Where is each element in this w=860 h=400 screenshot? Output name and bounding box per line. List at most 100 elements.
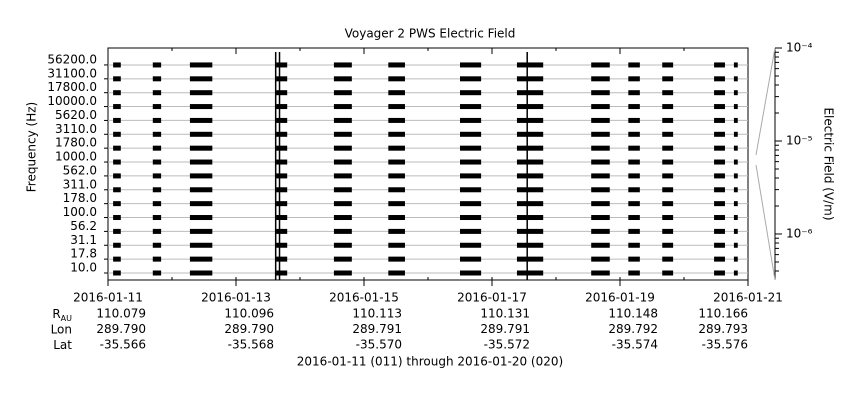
data-block: [591, 76, 610, 82]
data-block: [662, 117, 674, 123]
data-block: [460, 117, 482, 123]
ephemeris-value: -35.568: [228, 338, 274, 352]
data-block: [189, 131, 213, 137]
data-block: [388, 228, 405, 234]
ephemeris-value: 289.790: [224, 322, 274, 336]
key-connector: [755, 164, 776, 281]
y-tick-label: 1000.0: [55, 150, 97, 164]
data-block: [662, 131, 674, 137]
data-block: [628, 131, 640, 137]
data-block: [333, 270, 352, 276]
data-block: [733, 76, 738, 82]
data-block: [152, 270, 162, 276]
data-block: [113, 187, 121, 193]
data-block: [714, 270, 725, 276]
data-block: [714, 90, 725, 96]
data-block: [714, 62, 725, 68]
data-block: [460, 173, 482, 179]
data-block: [591, 270, 610, 276]
data-block: [152, 131, 162, 137]
y-axis-label: Frequency (Hz): [25, 102, 39, 193]
data-block: [714, 117, 725, 123]
data-block: [152, 104, 162, 110]
data-block: [333, 228, 352, 234]
data-block: [662, 90, 674, 96]
data-block: [714, 159, 725, 165]
y2-tick-label: 10⁻⁵: [786, 133, 813, 147]
data-block: [628, 256, 640, 262]
data-block: [189, 159, 213, 165]
y-tick-label: 56.2: [70, 219, 97, 233]
data-block: [276, 145, 288, 151]
data-block: [733, 201, 738, 207]
data-block: [591, 145, 610, 151]
data-block: [714, 215, 725, 221]
data-block: [662, 62, 674, 68]
data-block: [189, 201, 213, 207]
data-block: [113, 76, 121, 82]
ephemeris-value: 110.113: [352, 307, 402, 321]
data-block: [662, 187, 674, 193]
ephemeris-value: 110.079: [96, 307, 146, 321]
ephemeris-label-text: Lat: [53, 338, 72, 352]
data-block: [628, 173, 640, 179]
data-block: [333, 201, 352, 207]
data-block: [152, 256, 162, 262]
y-tick-label: 3110.0: [55, 122, 97, 136]
data-block: [591, 201, 610, 207]
data-block: [460, 159, 482, 165]
data-block: [591, 173, 610, 179]
data-block: [460, 131, 482, 137]
data-block: [113, 173, 121, 179]
ephemeris-value: 289.790: [96, 322, 146, 336]
data-block: [276, 117, 288, 123]
ephemeris-value: -35.572: [484, 338, 530, 352]
data-block: [460, 256, 482, 262]
data-block: [733, 228, 738, 234]
data-block: [333, 256, 352, 262]
data-block: [628, 201, 640, 207]
data-block: [628, 117, 640, 123]
data-block: [591, 117, 610, 123]
y-tick-label: 10.0: [70, 261, 97, 275]
data-block: [662, 242, 674, 248]
caption: 2016-01-11 (011) through 2016-01-20 (020…: [297, 355, 563, 369]
data-block: [628, 62, 640, 68]
y-tick-label: 311.0: [63, 177, 97, 191]
data-block: [189, 145, 213, 151]
data-block: [733, 131, 738, 137]
data-block: [113, 228, 121, 234]
data-block: [714, 131, 725, 137]
data-block: [276, 242, 288, 248]
data-block: [152, 173, 162, 179]
ephemeris-value: -35.576: [702, 338, 748, 352]
data-block: [388, 159, 405, 165]
data-block: [516, 76, 544, 82]
ephemeris-value: 110.166: [698, 307, 748, 321]
data-block: [714, 187, 725, 193]
data-block: [388, 117, 405, 123]
data-block: [460, 242, 482, 248]
data-block: [152, 159, 162, 165]
data-block: [733, 159, 738, 165]
y-tick-label: 100.0: [63, 205, 97, 219]
data-block: [388, 173, 405, 179]
data-block: [388, 145, 405, 151]
y-tick-label: 17.8: [70, 247, 97, 261]
data-block: [591, 131, 610, 137]
data-block: [113, 270, 121, 276]
ephemeris-label: Lon: [51, 322, 72, 336]
data-block: [460, 215, 482, 221]
data-block: [516, 173, 544, 179]
data-block: [662, 228, 674, 234]
data-block: [113, 201, 121, 207]
data-block: [591, 187, 610, 193]
data-block: [333, 117, 352, 123]
x-tick-label: 2016-01-11: [73, 291, 143, 305]
data-block: [113, 159, 121, 165]
data-block: [516, 90, 544, 96]
data-block: [276, 131, 288, 137]
data-block: [113, 145, 121, 151]
data-block: [113, 62, 121, 68]
data-block: [733, 256, 738, 262]
